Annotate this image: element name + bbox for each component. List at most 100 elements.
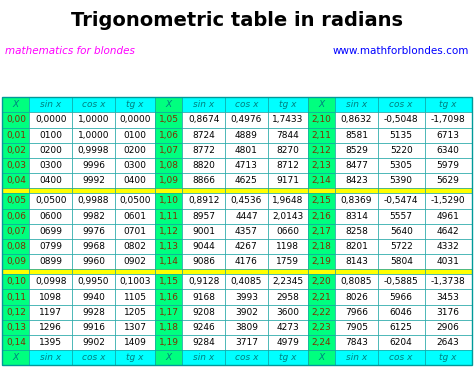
Text: 9928: 9928 [82,308,105,317]
Bar [29,305,72,320]
Bar [182,335,225,350]
Bar [268,335,308,350]
Bar [335,335,378,350]
Text: 8866: 8866 [192,176,215,185]
Text: 4273: 4273 [276,323,299,332]
Bar [335,275,378,290]
Bar [29,188,72,193]
Bar [268,305,308,320]
Bar [2,290,29,305]
Text: 1409: 1409 [124,338,146,347]
Text: 1,07: 1,07 [159,146,179,155]
Text: mathematics for blondes: mathematics for blondes [5,46,135,56]
Bar [378,320,425,335]
Bar [29,97,72,112]
Bar [115,97,155,112]
Bar [335,97,378,112]
Bar [268,97,308,112]
Bar [308,335,335,350]
Bar [72,188,115,193]
Text: 0,9128: 0,9128 [188,277,219,286]
Bar [155,269,182,275]
Bar [378,173,425,188]
Bar [425,112,472,127]
Bar [308,173,335,188]
Bar [155,335,182,350]
Text: 1,12: 1,12 [159,227,179,236]
Text: 0,04: 0,04 [6,176,26,185]
Bar [29,127,72,143]
Bar [268,208,308,224]
Bar [2,320,29,335]
Bar [225,290,268,305]
Bar [335,112,378,127]
Bar [308,158,335,173]
Bar [29,112,72,127]
Text: 0,11: 0,11 [6,292,26,302]
Bar [268,350,308,365]
Text: 2,16: 2,16 [311,211,331,221]
Bar [308,143,335,158]
Bar [115,127,155,143]
Bar [225,127,268,143]
Bar [155,143,182,158]
Text: cos x: cos x [82,100,105,109]
Bar [182,97,225,112]
Bar [335,350,378,365]
Text: 8314: 8314 [345,211,368,221]
Bar [2,350,29,365]
Text: 1205: 1205 [124,308,146,317]
Text: X: X [13,100,19,109]
Text: tg x: tg x [439,100,457,109]
Text: 1,06: 1,06 [159,131,179,139]
Bar [155,158,182,173]
Text: 2643: 2643 [437,338,459,347]
Bar [378,112,425,127]
Text: 9001: 9001 [192,227,215,236]
Bar [72,239,115,254]
Bar [268,290,308,305]
Bar [29,239,72,254]
Bar [72,320,115,335]
Text: 2,13: 2,13 [311,161,331,170]
Bar [268,224,308,239]
Bar [72,269,115,275]
Text: 8957: 8957 [192,211,215,221]
Text: 5804: 5804 [390,257,413,266]
Bar [308,127,335,143]
Bar [155,173,182,188]
Text: 4267: 4267 [235,242,258,251]
Text: 5629: 5629 [437,176,460,185]
Text: 0,00: 0,00 [6,116,26,124]
Bar [225,143,268,158]
Text: -1,5290: -1,5290 [431,196,465,206]
Text: 0,0998: 0,0998 [35,277,67,286]
Bar [115,208,155,224]
Bar [425,290,472,305]
Bar [225,269,268,275]
Bar [378,269,425,275]
Text: 2,14: 2,14 [311,176,331,185]
Text: 0,05: 0,05 [6,196,26,206]
Bar [335,127,378,143]
Text: 0,8632: 0,8632 [341,116,372,124]
Text: 3902: 3902 [235,308,258,317]
Bar [268,193,308,208]
Text: 2906: 2906 [437,323,460,332]
Bar [29,350,72,365]
Bar [29,290,72,305]
Bar [268,254,308,269]
Text: 3176: 3176 [437,308,460,317]
Text: 1105: 1105 [124,292,146,302]
Bar [335,269,378,275]
Text: sin x: sin x [40,353,62,362]
Text: 1,9648: 1,9648 [272,196,303,206]
Bar [225,224,268,239]
Bar [225,193,268,208]
Bar [182,173,225,188]
Text: 2,17: 2,17 [311,227,331,236]
Bar [425,275,472,290]
Bar [378,290,425,305]
Bar [425,158,472,173]
Bar [378,305,425,320]
